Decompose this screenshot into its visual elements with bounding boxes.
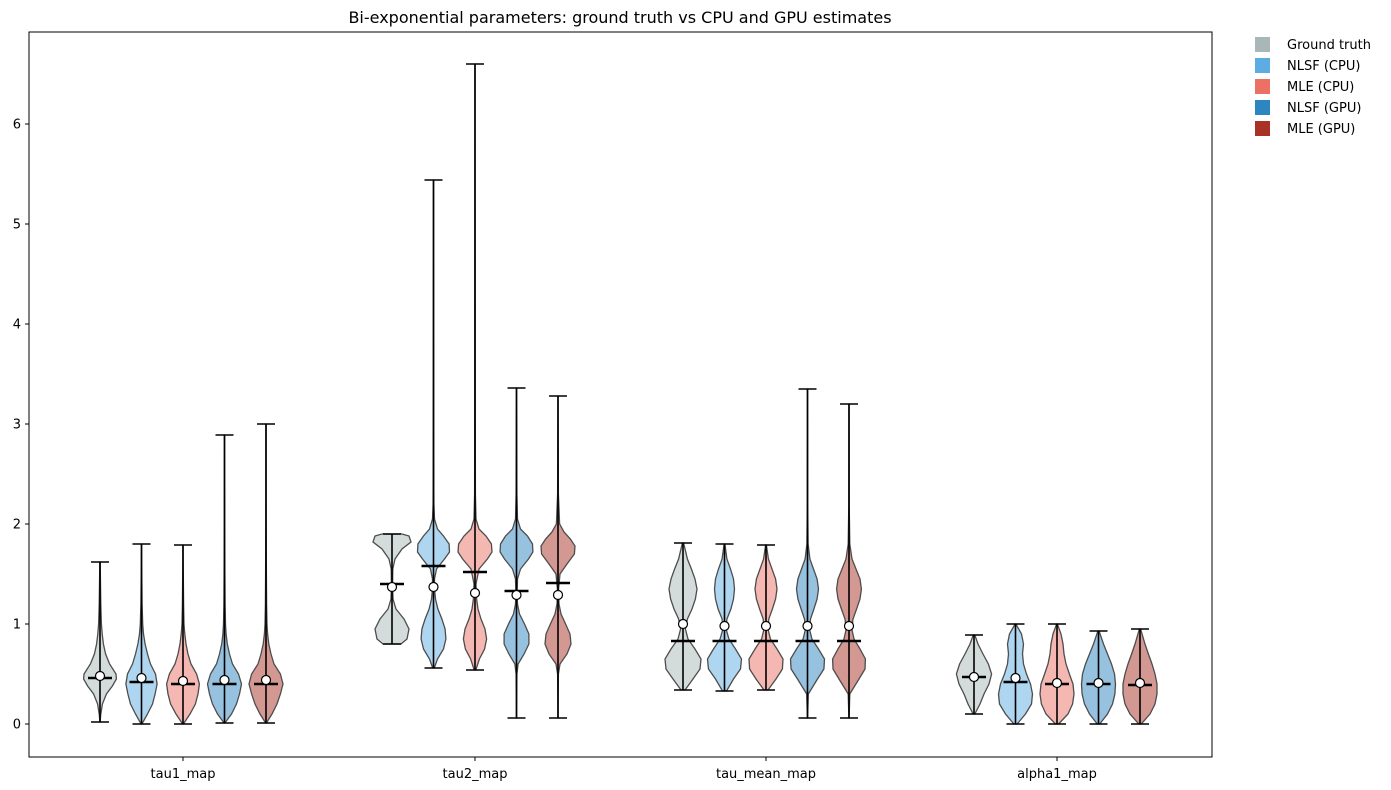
violin-tau1_map-1 xyxy=(125,543,158,725)
violin-tau1_map-2 xyxy=(165,544,201,725)
x-tick-label: alpha1_map xyxy=(1017,767,1097,782)
violin-mean-marker xyxy=(968,671,980,683)
violin-mean-marker xyxy=(136,672,147,684)
violin-tau2_map-0 xyxy=(372,533,412,645)
violin-tau_mean_map-4 xyxy=(831,403,867,719)
violin-alpha1_map-3 xyxy=(1080,630,1117,725)
violin-tau_mean_map-0 xyxy=(664,542,702,691)
violin-tau2_map-3 xyxy=(499,387,534,719)
violins-layer xyxy=(82,63,1158,725)
plot-frame xyxy=(28,31,1213,758)
violin-mean-marker xyxy=(760,620,772,632)
y-tick-label: 2 xyxy=(13,518,21,533)
legend-swatch xyxy=(1255,121,1270,136)
y-tick-label: 0 xyxy=(13,718,21,733)
x-axis: tau1_map tau2_map tau_mean_map alpha1_map xyxy=(151,757,1097,782)
violin-mean-marker xyxy=(677,618,689,630)
legend-swatch xyxy=(1255,37,1270,52)
violin-mean-marker xyxy=(1134,677,1146,689)
violin-mean-marker xyxy=(1010,672,1021,684)
legend-swatch xyxy=(1255,79,1270,94)
legend-label: Ground truth xyxy=(1287,38,1371,53)
violin-mean-marker xyxy=(802,620,813,632)
violin-mean-marker xyxy=(552,589,564,601)
x-tick-label: tau1_map xyxy=(151,767,216,782)
violin-alpha1_map-2 xyxy=(1039,623,1075,725)
violin-mean-marker xyxy=(428,581,439,593)
legend-label: NLSF (GPU) xyxy=(1287,101,1361,116)
x-tick-label: tau_mean_map xyxy=(716,767,816,782)
violin-alpha1_map-1 xyxy=(997,623,1034,725)
legend-label: NLSF (CPU) xyxy=(1287,59,1360,74)
violin-mean-marker xyxy=(1093,677,1104,689)
violin-mean-marker xyxy=(94,670,106,682)
violin-tau_mean_map-2 xyxy=(748,544,784,691)
violin-tau2_map-2 xyxy=(457,63,493,671)
legend-label: MLE (CPU) xyxy=(1287,80,1354,95)
violin-mean-marker xyxy=(1051,677,1063,689)
violin-mean-marker xyxy=(719,620,730,632)
legend: Ground truth NLSF (CPU) MLE (CPU) NLSF (GPU… xyxy=(1255,37,1371,137)
violin-mean-marker xyxy=(511,589,522,601)
legend-label: MLE (GPU) xyxy=(1287,122,1355,137)
violin-tau1_map-3 xyxy=(206,434,243,724)
violin-tau_mean_map-1 xyxy=(706,543,743,692)
violin-tau2_map-4 xyxy=(540,395,576,719)
x-tick-label: tau2_map xyxy=(443,767,508,782)
violin-mean-marker xyxy=(260,674,272,686)
violin-mean-marker xyxy=(386,581,398,593)
y-tick-label: 4 xyxy=(13,318,21,333)
y-axis: 0 1 2 3 4 5 6 xyxy=(13,118,29,733)
violin-alpha1_map-0 xyxy=(955,634,993,715)
violin-mean-marker xyxy=(469,587,481,599)
legend-swatch xyxy=(1255,100,1270,115)
violin-mean-marker xyxy=(177,675,189,687)
y-tick-label: 1 xyxy=(13,618,21,633)
violin-tau1_map-0 xyxy=(82,561,118,723)
violin-alpha1_map-4 xyxy=(1122,628,1158,725)
chart-title: Bi-exponential parameters: ground truth … xyxy=(348,8,891,27)
y-tick-label: 3 xyxy=(13,418,21,433)
violin-tau_mean_map-3 xyxy=(789,388,826,719)
legend-swatch xyxy=(1255,58,1270,73)
y-tick-label: 5 xyxy=(13,218,21,233)
violin-tau1_map-4 xyxy=(248,423,284,724)
violin-mean-marker xyxy=(219,674,230,686)
y-tick-label: 6 xyxy=(13,118,21,133)
violin-mean-marker xyxy=(843,620,855,632)
violin-tau2_map-1 xyxy=(416,179,451,669)
